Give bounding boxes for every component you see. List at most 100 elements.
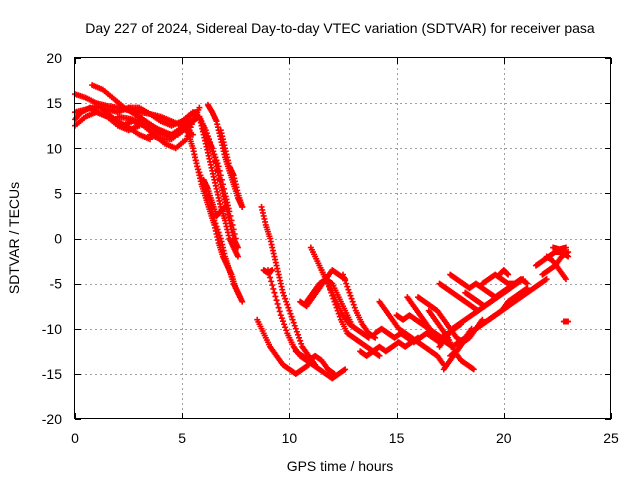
data-point [324,280,331,287]
data-point [565,249,572,256]
data-point [237,294,244,301]
x-tick-label: 10 [282,430,298,446]
data-point [344,283,351,290]
data-point [269,267,276,274]
data-point [326,283,333,290]
data-point [278,315,285,322]
axis-ticks [75,58,612,420]
x-tick-label: 0 [71,430,79,446]
series-trace-42 [496,267,512,278]
data-point [268,278,275,285]
data-point [286,307,293,314]
data-points [72,82,572,382]
series-trace-16 [200,127,241,251]
data-point [292,325,299,332]
x-tick-labels: 0 5 10 15 20 25 [71,430,619,446]
y-tick-label: 0 [54,231,62,247]
data-point [335,310,342,317]
x-tick-label: 5 [178,430,186,446]
data-point [543,276,550,283]
x-axis-label: GPS time / hours [287,458,394,474]
data-point [340,271,346,278]
y-tick-label: 10 [46,140,62,156]
data-point [298,340,305,347]
series-trace-45 [543,253,569,283]
data-point [341,274,348,281]
series-trace-14 [200,176,229,219]
data-point [288,313,295,320]
data-point [336,313,343,320]
data-point [282,295,289,302]
data-point [291,322,298,329]
data-point [376,352,383,359]
data-point [294,331,301,338]
data-point [273,297,280,304]
data-point [296,334,303,341]
data-point [334,307,341,314]
data-point [348,295,355,302]
series-trace-28 [357,334,422,359]
data-point [327,286,334,293]
data-point [279,318,286,325]
data-point [345,286,352,293]
data-point [279,289,286,296]
data-point [524,280,531,287]
data-point [346,289,353,296]
y-tick-label: -15 [42,366,62,382]
y-axis-label: SDTVAR / TECUs [6,182,22,294]
series-trace-41 [479,271,531,287]
data-point [562,276,569,283]
x-tick-label: 25 [603,430,619,446]
data-point [331,370,338,377]
data-point [277,312,284,319]
series-trace-22 [292,348,338,377]
y-tick-label: -20 [42,411,62,427]
data-point [293,328,300,335]
data-point [349,298,356,305]
data-point [287,310,294,317]
data-point [332,301,339,308]
data-point [196,104,203,111]
data-point [270,285,277,292]
x-tick-label: 20 [496,430,512,446]
data-point [328,289,335,296]
data-point [347,292,354,299]
data-point [342,366,349,373]
data-point [284,301,291,308]
data-point [342,277,349,284]
data-point [234,253,241,260]
data-point [281,321,288,328]
series-trace-17 [217,127,246,210]
data-point [289,316,296,323]
data-point [283,327,290,334]
data-point [331,298,338,305]
data-point [470,366,477,373]
data-point [290,319,297,326]
series-trace-26 [318,267,383,359]
series-trace-46 [550,244,569,253]
data-point [329,292,336,299]
data-point [269,282,276,289]
data-point [350,301,357,308]
data-point [272,293,279,300]
y-tick-label: 20 [46,50,62,66]
data-point [333,304,340,311]
y-tick-labels: -20 -15 -10 -5 0 5 10 15 20 [42,50,62,427]
data-point [283,298,290,305]
data-point [343,280,350,287]
data-point [297,337,304,344]
series-trace-18 [258,203,319,368]
data-point [234,244,241,251]
series-trace-47 [560,318,572,325]
series-trace-37 [447,276,550,359]
chart-title: Day 227 of 2024, Sidereal Day-to-day VTE… [85,20,595,36]
data-point [330,295,337,302]
y-tick-label: 5 [54,185,62,201]
x-tick-label: 15 [389,430,405,446]
y-tick-label: 15 [46,95,62,111]
data-point [475,307,482,314]
series-trace-20 [260,267,276,276]
data-point [565,318,572,325]
data-point [239,298,246,305]
